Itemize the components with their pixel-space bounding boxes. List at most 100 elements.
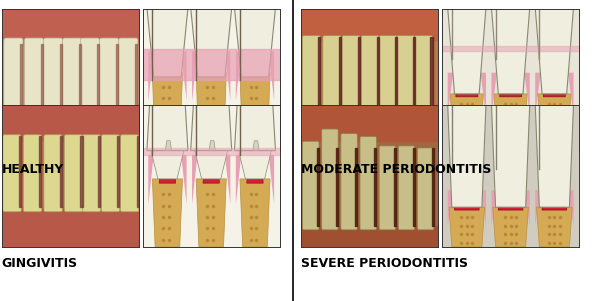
Bar — [143, 49, 280, 80]
Polygon shape — [455, 169, 479, 210]
FancyBboxPatch shape — [397, 36, 415, 127]
Bar — [319, 37, 320, 122]
Polygon shape — [451, 94, 483, 150]
Polygon shape — [535, 8, 574, 94]
Text: GINGIVITIS: GINGIVITIS — [2, 257, 78, 270]
Polygon shape — [192, 51, 197, 101]
Bar — [413, 148, 415, 226]
Polygon shape — [538, 94, 571, 150]
Text: SEVERE PERIODONTITIS: SEVERE PERIODONTITIS — [301, 257, 468, 270]
Bar — [339, 37, 341, 122]
Polygon shape — [491, 73, 497, 115]
Polygon shape — [195, 150, 227, 179]
Bar — [137, 136, 139, 207]
Bar — [98, 136, 100, 207]
FancyBboxPatch shape — [3, 135, 21, 212]
Polygon shape — [491, 190, 497, 226]
Bar — [301, 9, 438, 40]
Text: HEALTHY: HEALTHY — [2, 163, 64, 175]
Bar — [118, 136, 119, 207]
Bar — [432, 148, 434, 226]
Polygon shape — [247, 150, 263, 183]
Bar — [79, 45, 81, 115]
FancyBboxPatch shape — [62, 38, 82, 120]
Bar — [358, 37, 360, 122]
Polygon shape — [236, 155, 241, 204]
Polygon shape — [498, 162, 523, 179]
Polygon shape — [225, 155, 230, 204]
Polygon shape — [448, 104, 486, 207]
Polygon shape — [269, 51, 274, 101]
FancyBboxPatch shape — [342, 36, 360, 127]
FancyBboxPatch shape — [121, 135, 139, 212]
FancyBboxPatch shape — [82, 135, 101, 212]
Polygon shape — [235, 104, 275, 150]
Bar — [80, 136, 83, 207]
Polygon shape — [148, 155, 154, 204]
FancyBboxPatch shape — [101, 135, 120, 212]
Bar — [430, 37, 433, 122]
Polygon shape — [147, 104, 188, 150]
Polygon shape — [240, 73, 270, 150]
FancyBboxPatch shape — [302, 141, 319, 230]
Bar — [2, 9, 139, 45]
FancyBboxPatch shape — [4, 38, 23, 120]
Polygon shape — [481, 190, 486, 226]
FancyBboxPatch shape — [80, 38, 100, 120]
Bar — [413, 37, 415, 122]
Polygon shape — [181, 51, 187, 101]
Bar — [395, 37, 397, 122]
Polygon shape — [196, 73, 226, 150]
FancyBboxPatch shape — [361, 36, 379, 127]
Bar — [2, 105, 139, 141]
Polygon shape — [544, 49, 565, 73]
FancyBboxPatch shape — [415, 36, 433, 127]
FancyBboxPatch shape — [323, 36, 341, 127]
Polygon shape — [181, 155, 187, 204]
Polygon shape — [191, 104, 232, 150]
Polygon shape — [544, 59, 565, 97]
FancyBboxPatch shape — [64, 135, 83, 212]
Polygon shape — [535, 190, 541, 226]
Bar — [301, 226, 438, 247]
FancyBboxPatch shape — [360, 136, 376, 230]
Polygon shape — [269, 155, 274, 204]
FancyBboxPatch shape — [25, 38, 44, 120]
Bar — [442, 46, 579, 51]
Bar — [355, 148, 357, 226]
Polygon shape — [542, 169, 566, 210]
FancyBboxPatch shape — [44, 38, 62, 120]
Polygon shape — [192, 155, 197, 204]
Bar — [301, 122, 438, 150]
Bar — [40, 136, 41, 207]
Bar — [301, 105, 438, 141]
FancyBboxPatch shape — [379, 36, 397, 127]
Polygon shape — [535, 73, 541, 115]
Polygon shape — [493, 207, 529, 247]
Polygon shape — [535, 104, 574, 207]
FancyBboxPatch shape — [322, 129, 338, 230]
Bar — [19, 136, 21, 207]
Polygon shape — [500, 49, 521, 73]
Polygon shape — [152, 73, 182, 150]
Polygon shape — [542, 162, 566, 179]
Polygon shape — [536, 207, 572, 247]
Polygon shape — [500, 59, 521, 97]
Polygon shape — [239, 150, 271, 179]
Polygon shape — [159, 150, 176, 183]
Bar — [97, 45, 99, 115]
Bar — [394, 148, 395, 226]
FancyBboxPatch shape — [119, 38, 138, 120]
Polygon shape — [236, 51, 241, 101]
Polygon shape — [240, 179, 270, 247]
Polygon shape — [456, 49, 478, 73]
Bar — [41, 45, 43, 115]
Bar — [2, 207, 139, 247]
FancyBboxPatch shape — [398, 146, 415, 230]
Text: MODERATE PERIODONTITIS: MODERATE PERIODONTITIS — [301, 163, 491, 175]
Bar — [2, 115, 139, 150]
Polygon shape — [225, 51, 230, 101]
Polygon shape — [498, 169, 523, 210]
Bar — [20, 45, 22, 115]
Bar — [374, 148, 376, 226]
